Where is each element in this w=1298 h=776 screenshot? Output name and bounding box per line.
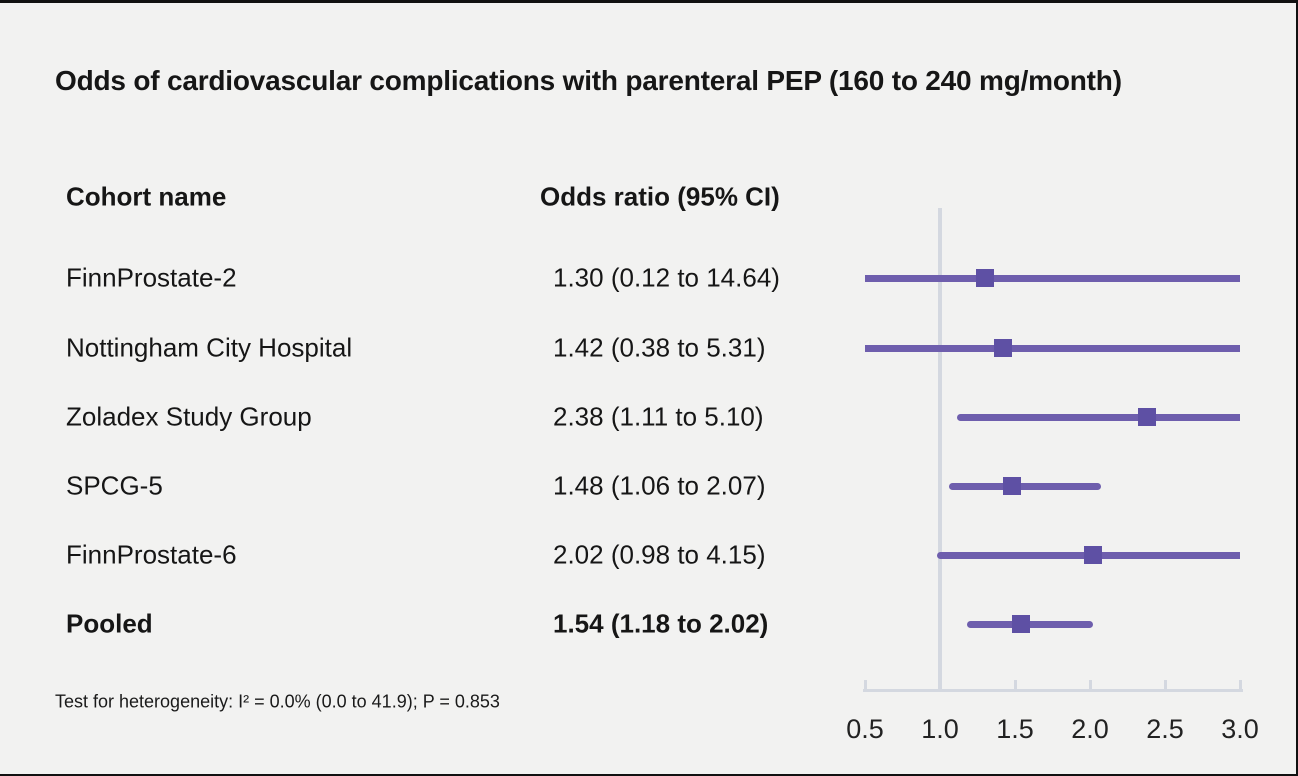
cohort-name: Nottingham City Hospital xyxy=(66,332,353,363)
axis-tick-label: 1.5 xyxy=(996,714,1034,744)
heterogeneity-footnote: Test for heterogeneity: I² = 0.0% (0.0 t… xyxy=(55,691,500,712)
point-estimate-marker xyxy=(1084,546,1102,564)
reference-line xyxy=(938,208,942,692)
point-estimate-marker xyxy=(1138,408,1156,426)
point-estimate-marker xyxy=(1003,477,1021,495)
cohort-name-column-header: Cohort name xyxy=(66,181,227,212)
odds-ratio-value: 2.02 (0.98 to 4.15) xyxy=(553,539,766,570)
point-estimate-marker xyxy=(994,339,1012,357)
axis-tick-label: 0.5 xyxy=(846,714,884,744)
axis-tick-label: 2.5 xyxy=(1146,714,1184,744)
axis-tick xyxy=(1163,680,1167,692)
axis-tick xyxy=(863,680,867,692)
cohort-name: FinnProstate-2 xyxy=(66,262,237,293)
axis-tick xyxy=(1238,680,1242,692)
cohort-name: SPCG-5 xyxy=(66,470,163,501)
ci-line xyxy=(956,414,1240,421)
axis-tick xyxy=(938,680,942,692)
cohort-name: Zoladex Study Group xyxy=(66,401,312,432)
point-estimate-marker xyxy=(1012,615,1030,633)
chart-title: Odds of cardiovascular complications wit… xyxy=(55,65,1122,96)
odds-ratio-value: 1.42 (0.38 to 5.31) xyxy=(553,332,766,363)
axis-tick-label: 3.0 xyxy=(1221,714,1259,744)
axis-tick xyxy=(1013,680,1017,692)
odds-ratio-value: 1.30 (0.12 to 14.64) xyxy=(553,262,780,293)
ci-line xyxy=(865,345,1240,352)
ci-line xyxy=(967,621,1093,628)
ci-line xyxy=(865,275,1240,282)
odds-ratio-value: 2.38 (1.11 to 5.10) xyxy=(553,401,764,432)
cohort-name: FinnProstate-6 xyxy=(66,539,237,570)
axis-tick-label: 1.0 xyxy=(921,714,959,744)
cohort-name: Pooled xyxy=(66,608,153,639)
point-estimate-marker xyxy=(976,269,994,287)
odds-ratio-value: 1.48 (1.06 to 2.07) xyxy=(553,470,766,501)
axis-tick xyxy=(1088,680,1092,692)
axis-tick-label: 2.0 xyxy=(1071,714,1109,744)
odds-ratio-column-header: Odds ratio (95% CI) xyxy=(540,181,780,212)
axis-baseline xyxy=(863,689,1243,692)
odds-ratio-value: 1.54 (1.18 to 2.02) xyxy=(553,608,769,639)
ci-line xyxy=(949,483,1101,490)
